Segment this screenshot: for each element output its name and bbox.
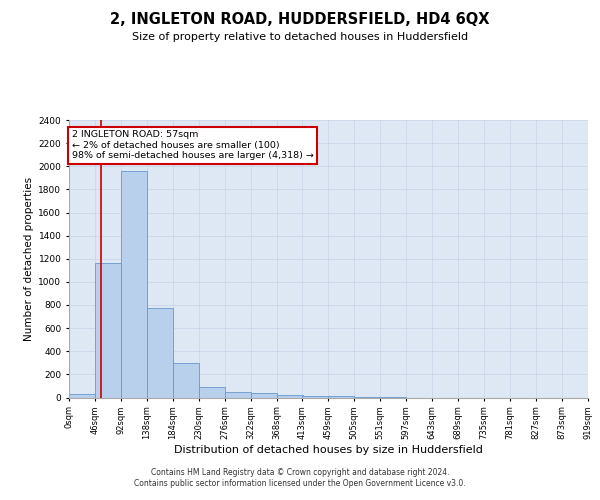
Bar [354, 397, 380, 398]
Bar [251, 394, 277, 398]
Text: 2 INGLETON ROAD: 57sqm
← 2% of detached houses are smaller (100)
98% of semi-det: 2 INGLETON ROAD: 57sqm ← 2% of detached … [72, 130, 314, 160]
Y-axis label: Number of detached properties: Number of detached properties [24, 176, 34, 341]
Text: 2, INGLETON ROAD, HUDDERSFIELD, HD4 6QX: 2, INGLETON ROAD, HUDDERSFIELD, HD4 6QX [110, 12, 490, 28]
Bar [69, 394, 95, 398]
Bar [277, 394, 303, 398]
Bar [328, 396, 354, 398]
Bar [302, 396, 328, 398]
X-axis label: Distribution of detached houses by size in Huddersfield: Distribution of detached houses by size … [174, 444, 483, 454]
Bar [225, 392, 251, 398]
Text: Size of property relative to detached houses in Huddersfield: Size of property relative to detached ho… [132, 32, 468, 42]
Bar [199, 386, 225, 398]
Bar [121, 171, 147, 398]
Text: Contains HM Land Registry data © Crown copyright and database right 2024.
Contai: Contains HM Land Registry data © Crown c… [134, 468, 466, 487]
Bar [173, 364, 199, 398]
Bar [95, 264, 121, 398]
Bar [147, 308, 173, 398]
